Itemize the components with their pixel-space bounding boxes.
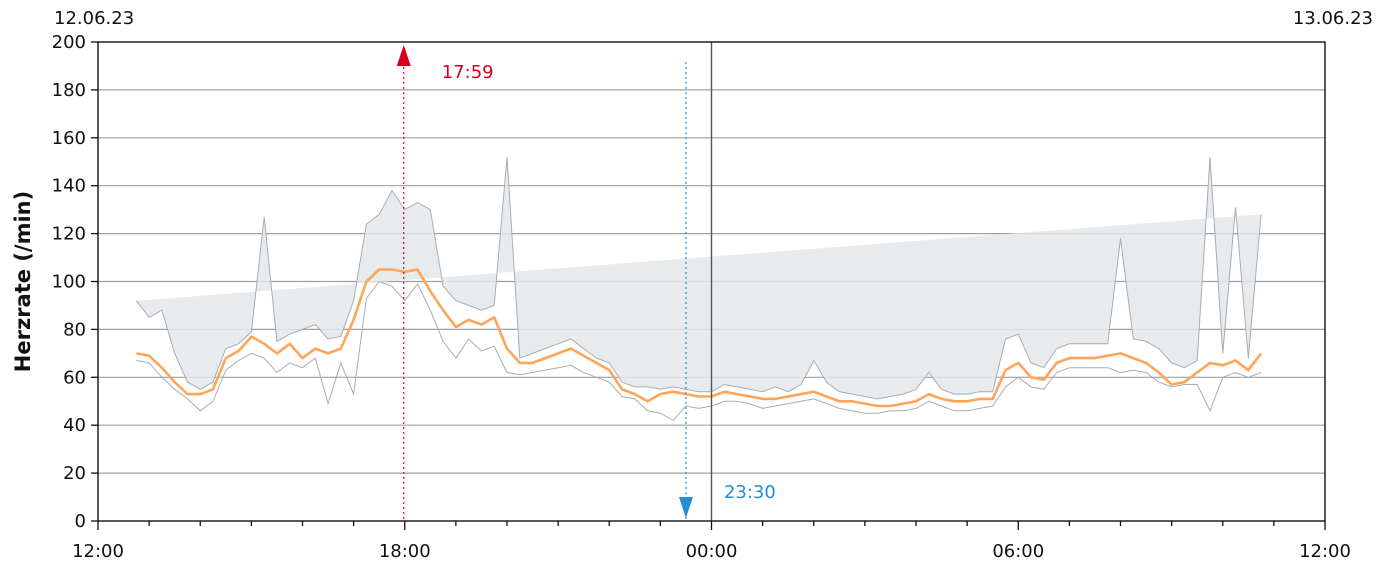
y-tick-label: 120 — [52, 224, 86, 245]
y-tick-label: 80 — [63, 319, 86, 340]
axes: 0 20 40 60 80 100 120 140 160 180 200 12:00 18:00 00:… — [52, 32, 1351, 562]
event-markers: 17:59 23:30 — [396, 45, 776, 519]
y-tick-label: 0 — [75, 511, 86, 532]
y-tick-label: 160 — [52, 128, 86, 149]
end-date-label: 13.06.23 — [1292, 8, 1373, 29]
x-tick-label: 00:00 — [686, 541, 738, 562]
y-axis-label: Herzrate (/min) — [11, 191, 35, 372]
y-tick-label: 140 — [52, 176, 86, 197]
y-tick-label: 100 — [52, 272, 86, 293]
start-marker-label: 17:59 — [442, 62, 494, 83]
y-tick-label: 180 — [52, 80, 86, 101]
y-tick-label: 60 — [63, 367, 86, 388]
y-tick-label: 200 — [52, 32, 86, 53]
x-tick-label: 06:00 — [992, 541, 1044, 562]
sleep-marker-label: 23:30 — [724, 482, 776, 503]
heart-rate-range-band — [136, 157, 1262, 399]
start-date-label: 12.06.23 — [54, 8, 135, 29]
start-marker-arrow-icon — [396, 45, 411, 66]
sleep-marker-arrow-icon — [678, 497, 693, 518]
heart-rate-max-line — [135, 156, 1262, 400]
x-tick-label: 12:00 — [72, 541, 124, 562]
x-tick-label: 12:00 — [1299, 541, 1351, 562]
y-tick-label: 20 — [63, 463, 86, 484]
heart-rate-min-line — [136, 280, 1262, 422]
x-tick-label: 18:00 — [379, 541, 431, 562]
y-tick-label: 40 — [63, 415, 86, 436]
heart-rate-mean-line — [136, 268, 1263, 408]
